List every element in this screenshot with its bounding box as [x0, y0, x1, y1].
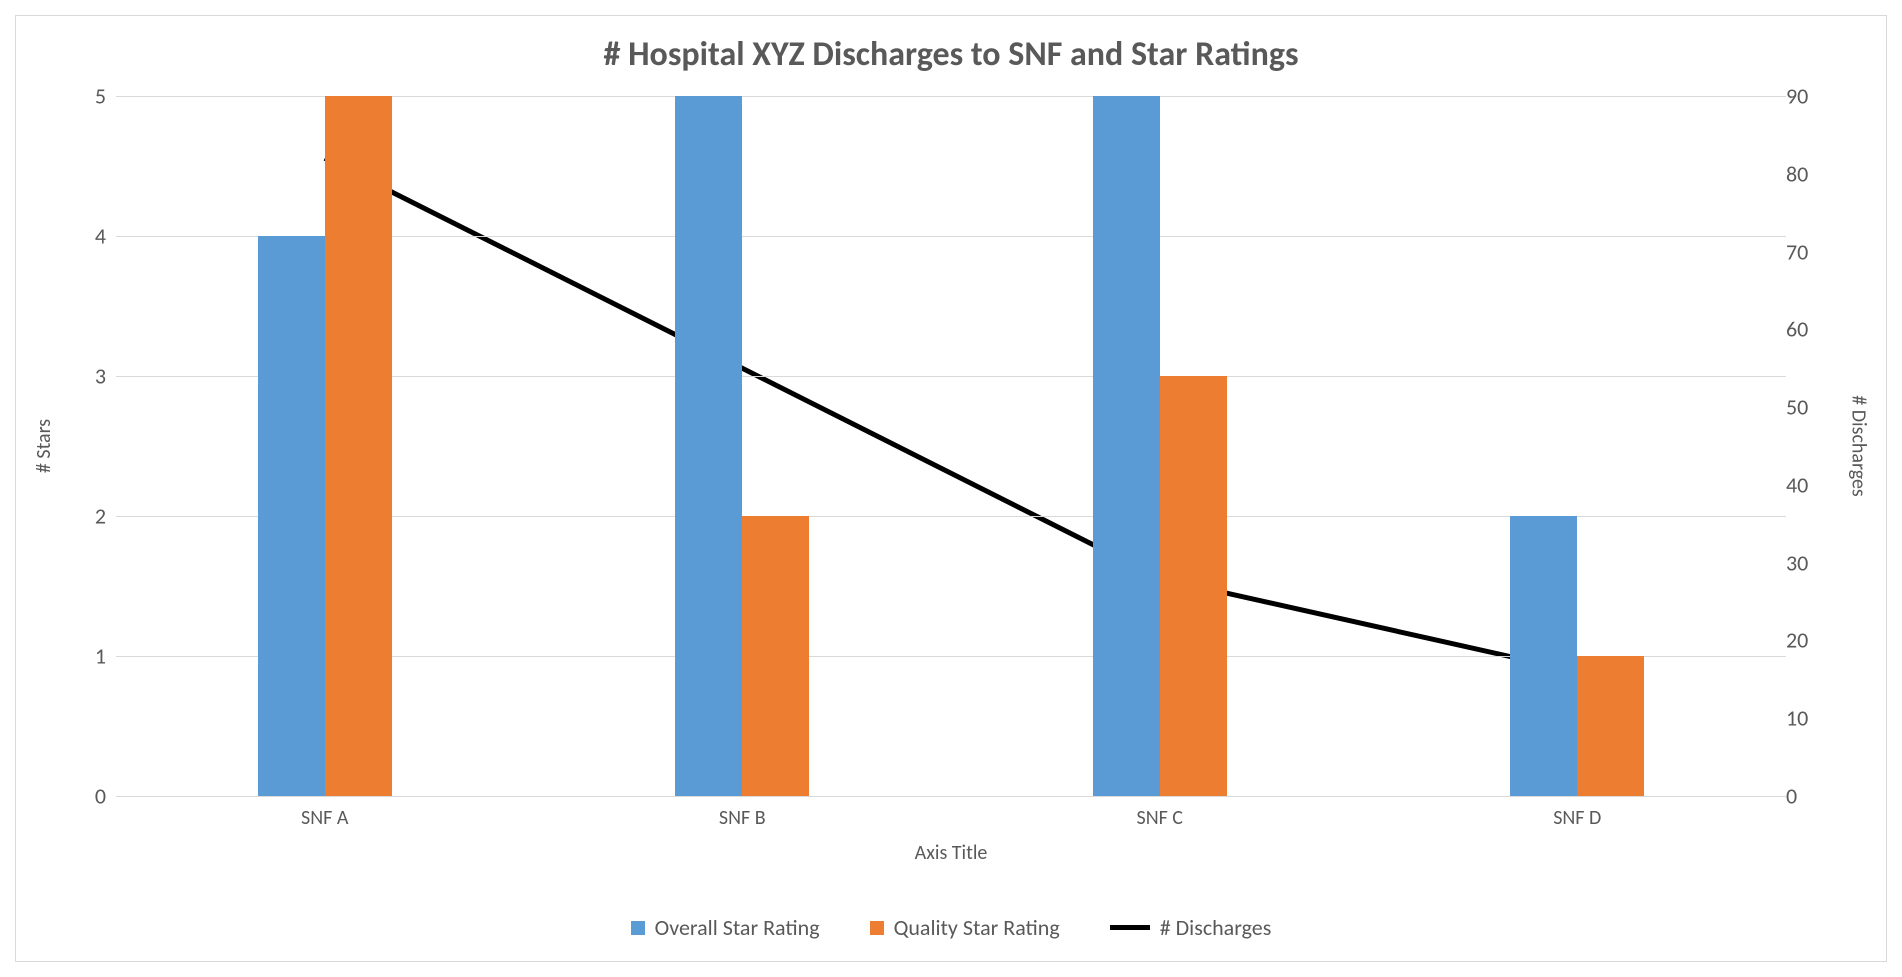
bar — [325, 96, 392, 796]
chart-container: # Hospital XYZ Discharges to SNF and Sta… — [15, 15, 1887, 962]
y-left-tick-label: 0 — [76, 783, 106, 810]
legend-item: # Discharges — [1110, 914, 1272, 941]
legend-label: Overall Star Rating — [655, 914, 820, 941]
bar — [1510, 516, 1577, 796]
y-right-tick-label: 0 — [1786, 783, 1826, 810]
gridline — [116, 796, 1786, 797]
bar — [1093, 96, 1160, 796]
legend-swatch — [870, 921, 884, 935]
x-category-label: SNF D — [1477, 806, 1677, 830]
legend-item: Quality Star Rating — [870, 914, 1060, 941]
y-right-tick-label: 90 — [1786, 83, 1826, 110]
x-category-label: SNF B — [642, 806, 842, 830]
legend-label: # Discharges — [1160, 914, 1272, 941]
y-left-tick-label: 5 — [76, 83, 106, 110]
y-left-tick-label: 2 — [76, 503, 106, 530]
y-right-tick-label: 80 — [1786, 160, 1826, 187]
chart-title: # Hospital XYZ Discharges to SNF and Sta… — [16, 34, 1886, 75]
bar — [742, 516, 809, 796]
legend-swatch — [631, 921, 645, 935]
y-left-tick-label: 1 — [76, 643, 106, 670]
y-right-tick-label: 40 — [1786, 471, 1826, 498]
legend-item: Overall Star Rating — [631, 914, 820, 941]
legend: Overall Star Rating Quality Star Rating # … — [16, 914, 1886, 941]
y-right-axis-title: # Discharges — [1846, 395, 1870, 496]
y-right-tick-label: 30 — [1786, 549, 1826, 576]
bar — [258, 236, 325, 796]
legend-line-icon — [1110, 925, 1150, 930]
y-right-tick-label: 10 — [1786, 705, 1826, 732]
bar — [1160, 376, 1227, 796]
x-axis-title: Axis Title — [16, 841, 1886, 865]
bar — [1577, 656, 1644, 796]
legend-label: Quality Star Rating — [894, 914, 1060, 941]
bar — [675, 96, 742, 796]
y-left-tick-label: 3 — [76, 363, 106, 390]
x-category-label: SNF A — [225, 806, 425, 830]
y-left-tick-label: 4 — [76, 223, 106, 250]
y-left-axis-title: # Stars — [32, 419, 56, 473]
plot-area — [116, 96, 1786, 796]
x-category-label: SNF C — [1060, 806, 1260, 830]
y-right-tick-label: 20 — [1786, 627, 1826, 654]
y-right-tick-label: 70 — [1786, 238, 1826, 265]
y-right-tick-label: 50 — [1786, 394, 1826, 421]
y-right-tick-label: 60 — [1786, 316, 1826, 343]
